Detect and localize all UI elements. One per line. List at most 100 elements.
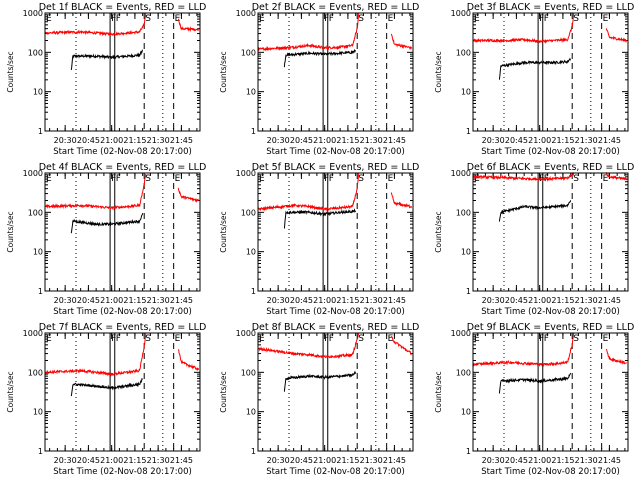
chart-panel-6: Det 6f BLACK = Events, RED = LLD Counts/s…	[434, 162, 634, 317]
plot-frame	[257, 332, 414, 452]
plot-frame	[472, 172, 629, 292]
x-tick-label: 20:45	[290, 136, 313, 145]
y-axis-label: Counts/sec	[434, 51, 443, 92]
y-tick-label: 10	[461, 408, 471, 417]
x-axis-label: Start Time (02-Nov-08 20:17:00)	[266, 147, 405, 157]
y-tick-label: 1	[251, 127, 256, 136]
series-line-lld	[257, 12, 360, 52]
event-marker-label: S	[573, 174, 579, 184]
event-marker-label: F	[329, 14, 334, 24]
series-line-lld	[472, 12, 575, 44]
y-tick-label: 1	[466, 447, 471, 456]
series-line-events	[283, 208, 357, 229]
y-tick-label: 1	[251, 447, 256, 456]
x-axis-label: Start Time (02-Nov-08 20:17:00)	[53, 467, 192, 477]
y-tick-label: 100	[456, 48, 471, 57]
chart-title: Det 6f BLACK = Events, RED = LLD	[467, 162, 635, 173]
x-tick-label: 21:45	[598, 456, 621, 465]
chart-title: Det 8f BLACK = Events, RED = LLD	[252, 322, 420, 333]
chart-panel-1: Det 1f BLACK = Events, RED = LLD Counts/s…	[6, 2, 206, 157]
event-marker-label: F	[539, 14, 544, 24]
x-tick-label: 21:00	[100, 456, 123, 465]
chart-title: Det 3f BLACK = Events, RED = LLD	[467, 2, 635, 13]
plot-frame	[257, 12, 414, 132]
x-tick-label: 21:30	[147, 136, 170, 145]
event-marker-label: E	[259, 334, 265, 344]
x-tick-label: 21:00	[313, 136, 336, 145]
chart-panel-4: Det 4f BLACK = Events, RED = LLD Counts/s…	[6, 162, 206, 317]
series-line-lld	[44, 13, 147, 37]
chart-title: Det 9f BLACK = Events, RED = LLD	[467, 322, 635, 333]
y-tick-label: 1000	[451, 329, 471, 338]
x-axis-label: Start Time (02-Nov-08 20:17:00)	[53, 307, 192, 317]
x-tick-label: 21:45	[598, 136, 621, 145]
y-tick-label: 1	[466, 127, 471, 136]
series-line-lld	[472, 332, 575, 368]
series-line-events	[70, 212, 144, 234]
x-tick-label: 20:30	[267, 136, 290, 145]
x-tick-label: 21:00	[100, 296, 123, 305]
event-marker-label: F	[324, 14, 329, 24]
y-tick-label: 1	[38, 447, 43, 456]
series-line-lld	[44, 173, 147, 211]
y-tick-label: 1000	[236, 169, 256, 178]
y-tick-label: 100	[456, 208, 471, 217]
event-marker-label: E	[46, 14, 52, 24]
x-tick-label: 21:30	[360, 456, 383, 465]
x-axis-label: Start Time (02-Nov-08 20:17:00)	[53, 147, 192, 157]
event-marker-label: E	[175, 14, 181, 24]
event-marker-label: F	[116, 334, 121, 344]
y-tick-label: 1000	[23, 9, 43, 18]
y-tick-label: 1000	[23, 329, 43, 338]
series-line-lld	[257, 332, 360, 359]
y-tick-label: 1	[251, 287, 256, 296]
series-line-events	[70, 378, 144, 397]
x-tick-label: 20:30	[482, 456, 505, 465]
chart-panel-8: Det 8f BLACK = Events, RED = LLD Counts/s…	[219, 322, 419, 477]
event-marker-label: E	[603, 14, 609, 24]
event-marker-label: S	[358, 334, 364, 344]
series-line-events	[498, 57, 572, 80]
y-tick-label: 100	[241, 208, 256, 217]
event-marker-label: E	[474, 14, 480, 24]
x-tick-label: 21:15	[123, 296, 146, 305]
x-tick-label: 21:15	[336, 136, 359, 145]
plot-frame	[44, 12, 201, 132]
series-line-lld	[472, 171, 575, 182]
event-marker-label: S	[145, 174, 151, 184]
x-tick-label: 21:30	[147, 296, 170, 305]
event-marker-label: S	[358, 174, 364, 184]
x-axis-label: Start Time (02-Nov-08 20:17:00)	[266, 467, 405, 477]
event-marker-label: F	[329, 174, 334, 184]
y-axis-label: Counts/sec	[219, 371, 228, 412]
event-marker-label: E	[46, 174, 52, 184]
x-tick-label: 21:45	[170, 456, 193, 465]
y-tick-label: 10	[33, 88, 43, 97]
event-marker-label: F	[111, 174, 116, 184]
event-marker-label: E	[259, 14, 265, 24]
x-tick-label: 21:30	[360, 296, 383, 305]
event-marker-label: F	[111, 334, 116, 344]
event-marker-label: E	[46, 334, 52, 344]
event-marker-label: F	[111, 14, 116, 24]
event-marker-label: S	[573, 334, 579, 344]
series-line-events	[498, 200, 572, 222]
x-tick-label: 20:30	[267, 296, 290, 305]
y-tick-label: 10	[246, 248, 256, 257]
x-tick-label: 21:30	[147, 456, 170, 465]
x-tick-label: 21:45	[383, 456, 406, 465]
x-tick-label: 21:45	[170, 296, 193, 305]
series-line-lld	[177, 18, 199, 32]
y-axis-label: Counts/sec	[434, 211, 443, 252]
event-marker-label: E	[603, 174, 609, 184]
series-line-lld	[177, 349, 199, 372]
x-tick-label: 21:15	[551, 136, 574, 145]
y-axis-label: Counts/sec	[219, 211, 228, 252]
y-tick-label: 10	[33, 408, 43, 417]
chart-title: Det 5f BLACK = Events, RED = LLD	[252, 162, 420, 173]
event-marker-label: S	[573, 14, 579, 24]
x-tick-label: 20:45	[290, 456, 313, 465]
y-axis-label: Counts/sec	[6, 211, 15, 252]
x-tick-label: 21:00	[313, 456, 336, 465]
series-line-lld	[605, 28, 627, 44]
